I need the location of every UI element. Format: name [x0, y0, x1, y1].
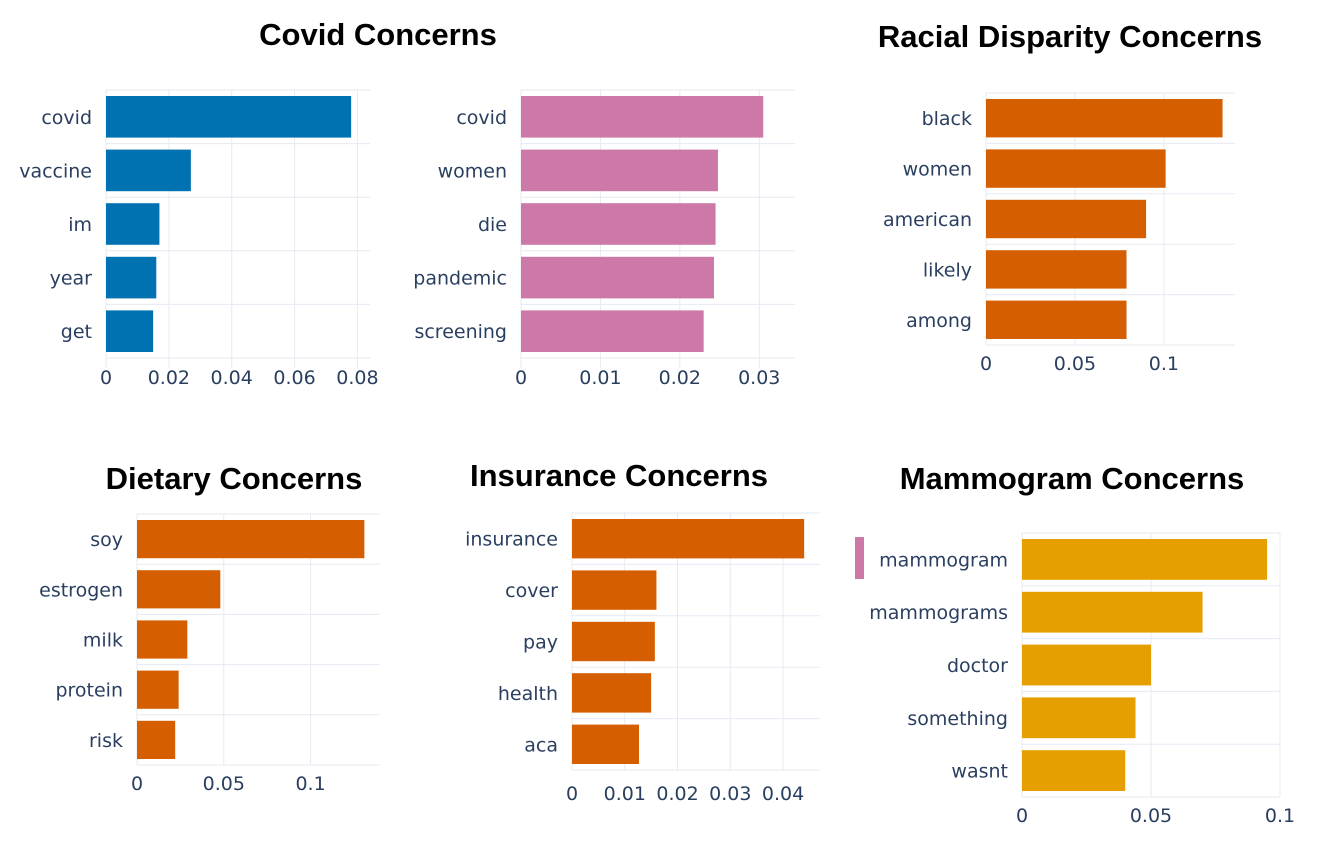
x-tick-label: 0.03: [709, 783, 751, 805]
category-label-covid: covid: [41, 107, 92, 129]
bar-year: [106, 256, 157, 299]
x-tick-label: 0.01: [604, 783, 646, 805]
x-tick-label: 0.05: [203, 773, 245, 795]
category-label-pandemic: pandemic: [413, 268, 507, 290]
x-tick-label: 0.04: [762, 783, 804, 805]
bar-die: [521, 203, 716, 245]
bar-likely: [986, 250, 1127, 289]
x-tick-label: 0.05: [1054, 353, 1096, 375]
bar-chart-4: 0 0.05 0.1 soy estrogen milk protein risk: [39, 513, 380, 795]
category-label-get: get: [61, 321, 92, 343]
category-label-die: die: [478, 214, 507, 236]
x-tick-label: 0.05: [1130, 805, 1172, 827]
category-label-year: year: [50, 268, 93, 290]
x-tick-label: 0.01: [579, 367, 621, 389]
category-label-vaccine: vaccine: [19, 160, 92, 182]
category-label-doctor: doctor: [947, 655, 1008, 677]
bar-chart-6: 0 0.05 0.1 mammogram mammograms doctor somethi…: [869, 532, 1295, 827]
category-label-protein: protein: [55, 680, 123, 702]
bar-estrogen: [137, 570, 221, 609]
bar-american: [986, 199, 1147, 239]
bar-mammogram: [1022, 539, 1268, 580]
bar-health: [572, 673, 652, 713]
category-label-soy: soy: [90, 529, 123, 551]
category-label-im: im: [68, 214, 92, 236]
x-tick-label: 0.06: [273, 367, 315, 389]
x-tick-label: 0.02: [148, 367, 190, 389]
bar-chart-3: 0 0.05 0.1 black women american likely among: [883, 92, 1235, 375]
bar-screening: [521, 310, 704, 352]
category-label-estrogen: estrogen: [39, 579, 123, 601]
x-tick-label: 0.1: [295, 773, 325, 795]
bar-pay: [572, 621, 655, 662]
category-label-cover: cover: [505, 580, 558, 602]
category-label-something: something: [907, 708, 1008, 730]
bar-covid: [521, 96, 764, 138]
bar-chart-1: 0 0.02 0.04 0.06 0.08 covid vaccine im year get: [19, 89, 379, 389]
clipped-bar-fragment: [855, 537, 864, 579]
bar-pandemic: [521, 256, 714, 299]
category-label-milk: milk: [83, 630, 123, 652]
racial-disparity-concerns-title: Racial Disparity Concerns: [877, 19, 1263, 54]
x-tick-label: 0.08: [336, 367, 378, 389]
category-label-women: women: [438, 160, 507, 182]
category-label-aca: aca: [524, 734, 558, 756]
category-label-pay: pay: [523, 632, 558, 654]
bar-aca: [572, 724, 640, 764]
category-label-health: health: [498, 683, 558, 705]
x-tick-label: 0.1: [1149, 353, 1179, 375]
x-tick-label: 0: [1016, 805, 1028, 827]
category-label-covid: covid: [456, 107, 507, 129]
bar-cover: [572, 570, 657, 610]
x-tick-label: 0.1: [1265, 805, 1295, 827]
bar-im: [106, 203, 160, 245]
bar-get: [106, 310, 154, 352]
category-label-risk: risk: [89, 730, 123, 752]
bar-black: [986, 99, 1223, 138]
x-tick-label: 0.04: [211, 367, 253, 389]
bar-covid: [106, 96, 352, 138]
category-label-insurance: insurance: [465, 529, 558, 551]
bar-milk: [137, 620, 188, 659]
category-label-among: among: [906, 310, 972, 332]
category-label-screening: screening: [414, 321, 507, 343]
x-tick-label: 0: [131, 773, 143, 795]
bar-among: [986, 300, 1127, 339]
category-label-mammograms: mammograms: [869, 602, 1008, 624]
insurance-concerns-title: Insurance Concerns: [469, 458, 769, 493]
dietary-concerns-title: Dietary Concerns: [105, 461, 363, 496]
bar-mammograms: [1022, 591, 1203, 633]
category-label-mammogram: mammogram: [879, 549, 1008, 571]
bar-women: [986, 149, 1166, 188]
category-label-likely: likely: [923, 259, 972, 281]
x-tick-label: 0.02: [656, 783, 698, 805]
bar-doctor: [1022, 644, 1151, 686]
x-tick-label: 0: [980, 353, 992, 375]
bar-chart-5: 0 0.01 0.02 0.03 0.04 insurance cover pay health…: [465, 512, 820, 805]
bar-women: [521, 149, 718, 192]
category-label-american: american: [883, 209, 972, 231]
x-tick-label: 0.03: [738, 367, 780, 389]
x-tick-label: 0: [566, 783, 578, 805]
category-label-wasnt: wasnt: [951, 761, 1008, 783]
bar-soy: [137, 520, 365, 559]
category-label-black: black: [922, 108, 972, 130]
bar-protein: [137, 670, 179, 709]
x-tick-label: 0: [100, 367, 112, 389]
bar-wasnt: [1022, 750, 1126, 791]
x-tick-label: 0.02: [659, 367, 701, 389]
covid-concerns-title: Covid Concerns: [259, 17, 497, 52]
bar-something: [1022, 697, 1136, 739]
bar-chart-2: 0 0.01 0.02 0.03 covid women die pandemic screen…: [413, 89, 795, 389]
bar-insurance: [572, 519, 805, 559]
bar-vaccine: [106, 149, 191, 192]
bar-risk: [137, 720, 176, 759]
category-label-women: women: [903, 159, 972, 181]
x-tick-label: 0: [515, 367, 527, 389]
mammogram-concerns-title: Mammogram Concerns: [899, 461, 1245, 496]
